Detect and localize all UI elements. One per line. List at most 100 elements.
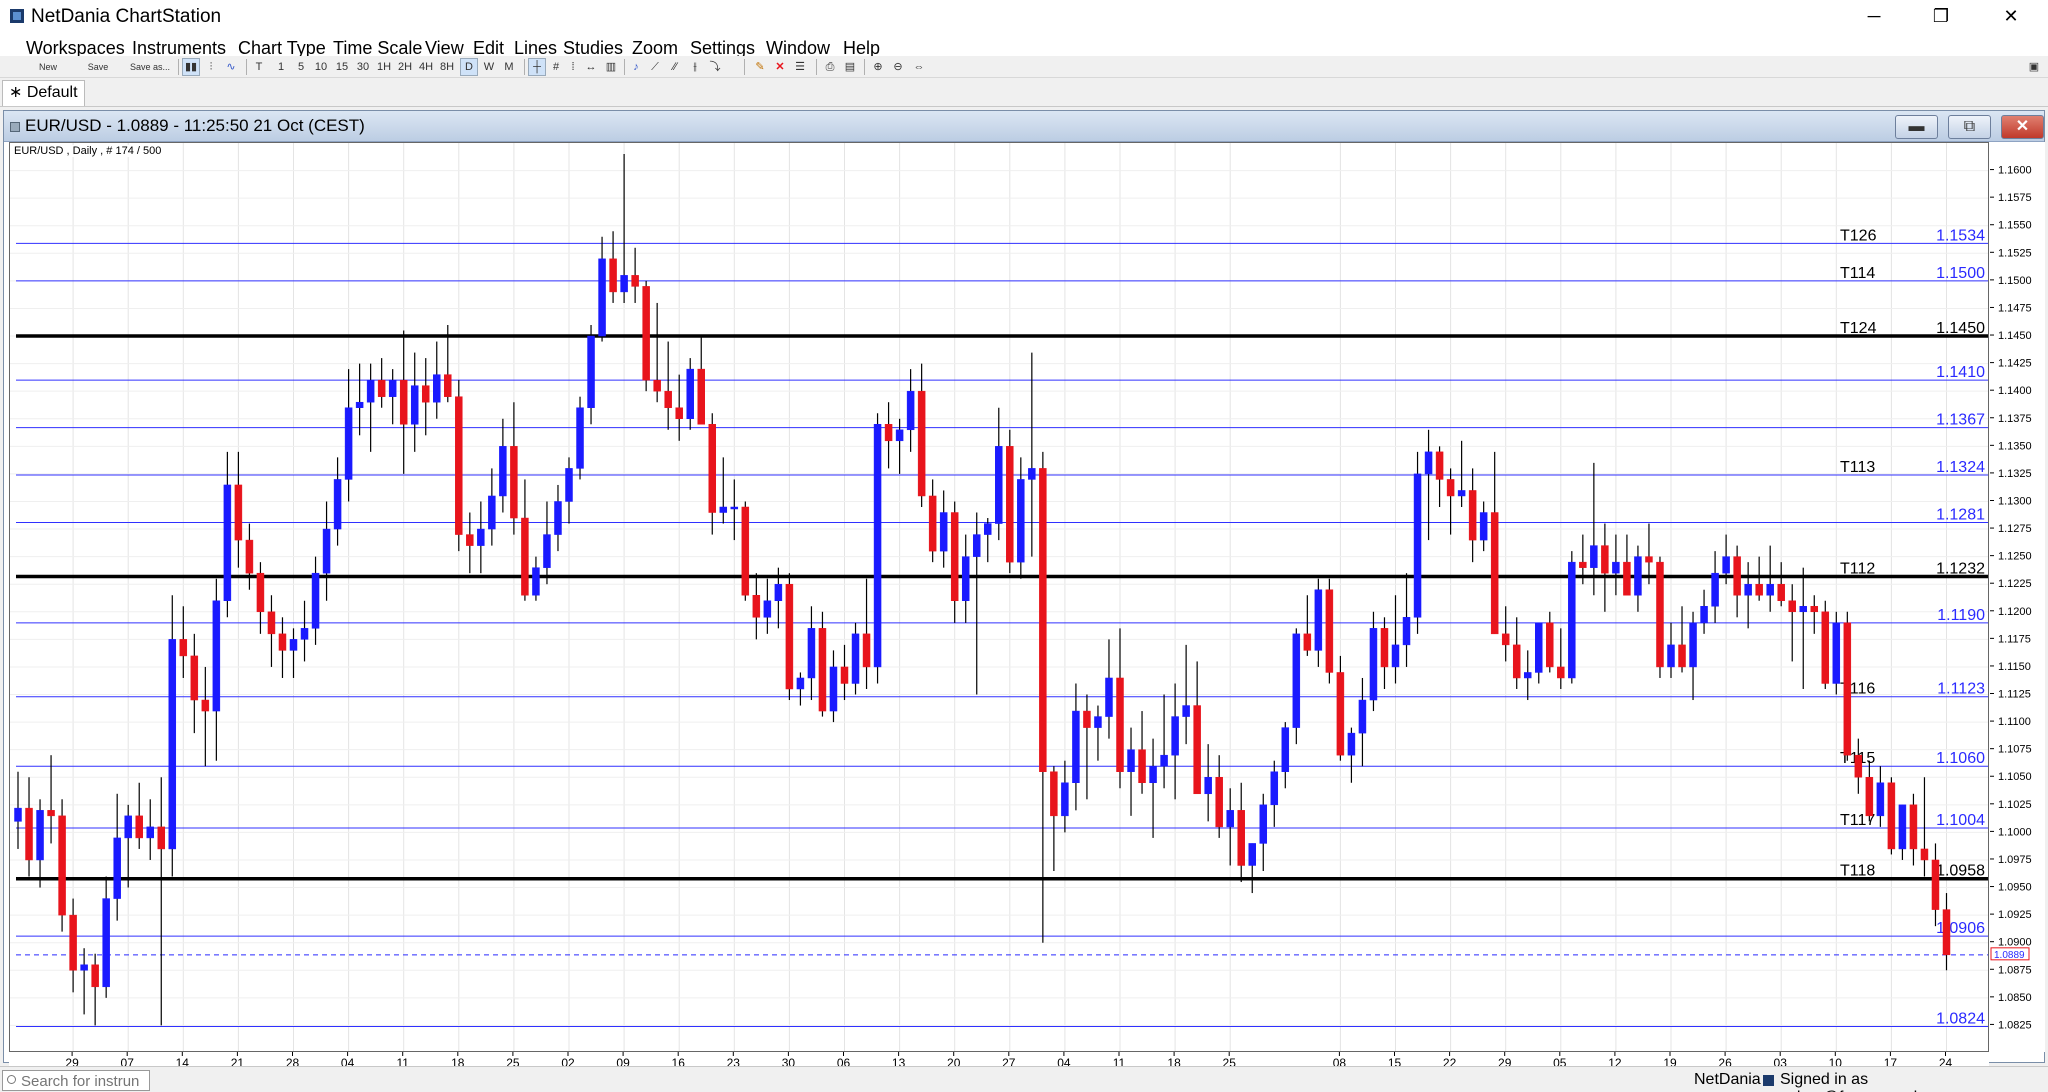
alert-bell-icon[interactable]: ♪ (633, 61, 639, 73)
candlestick-chart-icon[interactable]: ▮▮ (182, 58, 200, 76)
timescale-5[interactable]: 5 (297, 61, 305, 73)
panel-toggle-icon[interactable]: ▣ (2028, 61, 2040, 73)
menu-settings[interactable]: Settings (690, 38, 756, 58)
print-icon[interactable]: ⎙ (825, 61, 835, 73)
save-button[interactable]: Save (87, 62, 109, 72)
toolbar-separator (816, 59, 817, 75)
timescale-15[interactable]: 15 (335, 61, 349, 73)
crosshair-icon[interactable]: ┼ (528, 58, 546, 76)
chart-close-button[interactable]: ✕ (2001, 115, 2044, 139)
candle-down (190, 655, 199, 701)
candle-down (917, 390, 926, 497)
zoom-fit-icon[interactable]: ⇔ (913, 61, 925, 73)
candlestick-chart[interactable]: T126 1.1534 T114 1.1500 T124 1.1450 1.1410 1.13… (10, 143, 1989, 1052)
zoom-in-icon[interactable]: ⊕ (873, 61, 883, 73)
candle-up (939, 512, 948, 552)
channel-icon[interactable]: ∕∕ (673, 61, 677, 73)
instrument-search-box[interactable] (2, 1070, 150, 1091)
menu-studies[interactable]: Studies (563, 38, 624, 58)
new-button[interactable]: New (38, 62, 57, 72)
cursor-icon[interactable]: ⁞ (571, 61, 575, 73)
menu-instruments[interactable]: Instruments (132, 38, 227, 58)
candle-down (1777, 583, 1785, 602)
restore-button[interactable]: ❐ (1932, 6, 1950, 26)
candle-up (1292, 633, 1301, 728)
signed-in-user: Signed in as yohay@forexcrunch.com (1780, 1071, 1957, 1092)
tab-default[interactable]: ∗ Default (2, 80, 85, 106)
price-axis[interactable]: 1.0825 1.0850 1.0875 1.0900 1.0925 1.0950 1.09… (1990, 142, 2045, 1052)
menu-chart-type[interactable]: Chart Type (238, 38, 326, 58)
timescale-w[interactable]: W (483, 61, 495, 73)
timescale-30[interactable]: 30 (356, 61, 370, 73)
menu-view[interactable]: View (425, 38, 464, 58)
timescale-t[interactable]: T (255, 61, 263, 73)
candle-down (1435, 451, 1444, 480)
chart-minimize-button[interactable]: ▬ (1895, 115, 1938, 139)
candle-up (1523, 672, 1532, 679)
menu-zoom[interactable]: Zoom (632, 38, 679, 58)
chart-plot-area[interactable]: T126 1.1534 T114 1.1500 T124 1.1450 1.1410 1.13… (9, 142, 1989, 1052)
arrow-tool-icon[interactable]: ⤵ (709, 61, 721, 73)
bar-chart-icon[interactable]: ⫶ (209, 61, 213, 73)
timescale-1h[interactable]: 1H (376, 61, 392, 73)
candle-down (1138, 749, 1146, 784)
fibonacci-icon[interactable]: ⫲ (693, 61, 697, 73)
candle-up (620, 275, 628, 293)
timescale-8h[interactable]: 8H (439, 61, 455, 73)
trendline-icon[interactable]: ⟋ (651, 61, 659, 73)
candle-down (840, 666, 849, 684)
candle-down (245, 539, 254, 574)
timescale-4h[interactable]: 4H (418, 61, 434, 73)
menu-help[interactable]: Help (843, 38, 881, 58)
zoom-out-icon[interactable]: ⊖ (893, 61, 903, 73)
candle-down (785, 583, 794, 690)
candle-down (1501, 633, 1510, 646)
menu-time-scale[interactable]: Time Scale (333, 38, 423, 58)
y-tick-label: 1.1025 (1998, 799, 2032, 811)
save-as-button[interactable]: Save as... (129, 62, 171, 72)
timescale-m[interactable]: M (504, 61, 514, 73)
candle-up (1017, 479, 1025, 563)
level-value-label: 1.1281 (1936, 506, 1985, 523)
candle-down (1821, 611, 1830, 684)
timescale-d[interactable]: D (460, 58, 478, 76)
menu-window[interactable]: Window (766, 38, 831, 58)
timescale-1[interactable]: 1 (277, 61, 285, 73)
candle-up (1094, 716, 1102, 728)
menu-edit[interactable]: Edit (473, 38, 505, 58)
level-value-label: 1.1410 (1936, 364, 1985, 381)
candle-down (631, 275, 639, 287)
print-preview-icon[interactable]: ▤ (844, 61, 856, 73)
menu-workspaces[interactable]: Workspaces (26, 38, 125, 58)
candle-down (234, 484, 243, 541)
chart-restore-button[interactable]: ⧉ (1948, 115, 1991, 139)
candle-down (741, 506, 750, 596)
candle-up (1634, 556, 1642, 596)
level-name-label: T113 (1840, 459, 1875, 476)
delete-icon[interactable]: ✕ (775, 61, 785, 73)
close-button[interactable]: ✕ (2003, 6, 2019, 26)
y-tick-label: 1.0925 (1998, 909, 2032, 921)
y-tick-label: 1.0825 (1998, 1019, 2032, 1031)
candle-down (675, 407, 683, 420)
candle-down (421, 385, 430, 403)
grid-icon[interactable]: # (552, 61, 560, 73)
timescale-2h[interactable]: 2H (397, 61, 413, 73)
candle-up (984, 523, 992, 535)
y-tick-label: 1.1050 (1998, 771, 2032, 783)
menu-lines[interactable]: Lines (514, 38, 558, 58)
volume-icon[interactable]: ▥ (605, 61, 617, 73)
instrument-search-input[interactable] (7, 1072, 145, 1090)
properties-icon[interactable]: ☰ (795, 61, 805, 73)
minimize-button[interactable]: ─ (1867, 6, 1881, 26)
level-value-label: 1.1324 (1936, 459, 1985, 476)
candle-down (1336, 672, 1345, 756)
y-tick-label: 1.1150 (1998, 661, 2031, 673)
timescale-10[interactable]: 10 (314, 61, 328, 73)
candle-up (433, 374, 441, 403)
pencil-icon[interactable]: ✎ (755, 61, 765, 73)
pan-icon[interactable]: ↔ (585, 61, 597, 73)
level-name-label: T112 (1840, 560, 1875, 577)
candle-down (1733, 556, 1741, 596)
line-chart-icon[interactable]: ∿ (226, 61, 236, 73)
